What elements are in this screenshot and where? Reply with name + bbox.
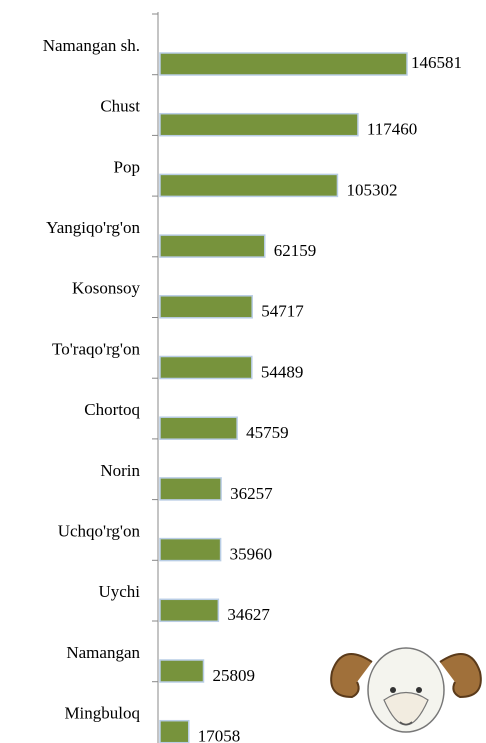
category-label: Chust bbox=[100, 97, 140, 116]
value-label: 54489 bbox=[261, 362, 304, 381]
value-label: 54717 bbox=[261, 302, 304, 321]
category-label: Yangiqo'rg'on bbox=[46, 218, 140, 237]
bar bbox=[160, 417, 237, 439]
value-label: 34627 bbox=[227, 605, 270, 624]
category-label: Kosonsoy bbox=[72, 279, 141, 298]
bar bbox=[160, 539, 221, 561]
bar bbox=[160, 296, 252, 318]
value-label: 35960 bbox=[230, 545, 273, 564]
bar bbox=[160, 599, 218, 621]
category-label: Mingbuloq bbox=[64, 704, 140, 723]
category-label: Namangan bbox=[66, 643, 140, 662]
category-label: Chortoq bbox=[84, 400, 140, 419]
category-label: To'raqo'rg'on bbox=[52, 339, 140, 358]
category-label: Uchqo'rg'on bbox=[58, 522, 141, 541]
category-label: Uychi bbox=[98, 582, 140, 601]
value-label: 25809 bbox=[212, 666, 255, 685]
bar bbox=[160, 174, 337, 196]
value-label: 45759 bbox=[246, 423, 289, 442]
category-label: Namangan sh. bbox=[43, 36, 140, 55]
ram-illustration bbox=[331, 648, 481, 732]
category-label: Norin bbox=[100, 461, 140, 480]
value-label: 62159 bbox=[274, 241, 317, 260]
bar bbox=[160, 721, 189, 743]
chart: Namangan sh. Chust Pop Yangiqo'rg'on Kosonso… bbox=[0, 0, 486, 743]
category-label: Pop bbox=[114, 157, 140, 176]
value-label: 17058 bbox=[198, 727, 241, 743]
bar bbox=[160, 660, 203, 682]
value-label: 117460 bbox=[367, 120, 417, 139]
value-label: 36257 bbox=[230, 484, 273, 503]
bar bbox=[160, 478, 221, 500]
value-label: 146581 bbox=[411, 53, 462, 72]
value-label: 105302 bbox=[346, 180, 397, 199]
bar bbox=[160, 114, 358, 136]
bar bbox=[160, 357, 252, 379]
bar bbox=[160, 53, 407, 75]
bar bbox=[160, 235, 265, 257]
